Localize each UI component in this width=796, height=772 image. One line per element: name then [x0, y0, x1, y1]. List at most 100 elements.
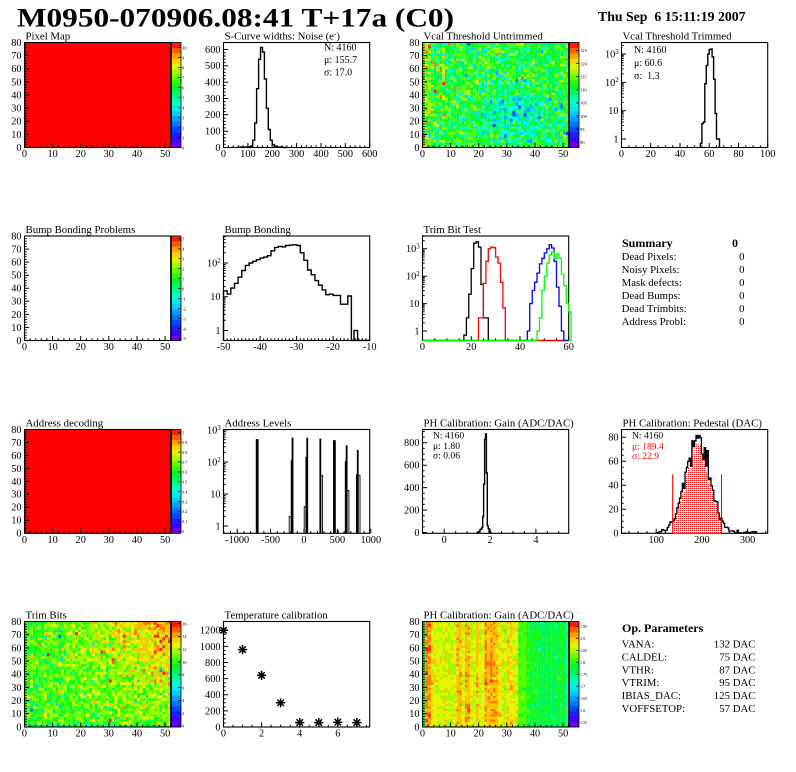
svg-text:40: 40 [409, 90, 419, 101]
svg-text:PH Calibration: Gain (ADC/DAC): PH Calibration: Gain (ADC/DAC) [424, 418, 575, 430]
svg-text:4: 4 [533, 535, 538, 546]
svg-text:4: 4 [182, 698, 185, 703]
svg-text:100: 100 [240, 149, 255, 160]
svg-text:87 DAC: 87 DAC [719, 664, 755, 676]
svg-text:57 DAC: 57 DAC [719, 703, 755, 715]
svg-text:100: 100 [760, 149, 775, 160]
svg-text:0: 0 [221, 729, 226, 740]
svg-text:80: 80 [11, 425, 21, 436]
svg-text:10: 10 [47, 535, 57, 546]
svg-text:50: 50 [11, 657, 21, 668]
svg-text:10: 10 [445, 149, 455, 160]
svg-text:60: 60 [704, 149, 714, 160]
svg-text:12: 12 [182, 647, 187, 652]
svg-text:30: 30 [11, 683, 21, 694]
svg-text:Trim Bit Test: Trim Bit Test [424, 224, 481, 236]
svg-text:70: 70 [11, 245, 21, 256]
svg-text:Dead Trimbits:: Dead Trimbits: [622, 303, 687, 315]
svg-text:Address decoding: Address decoding [26, 418, 104, 430]
svg-text:40: 40 [515, 342, 525, 353]
svg-text:Vcal Threshold Untrimmed: Vcal Threshold Untrimmed [424, 31, 544, 43]
svg-text:0: 0 [16, 722, 21, 733]
svg-text:6: 6 [335, 729, 340, 740]
svg-text:0: 0 [420, 729, 425, 740]
svg-text:1.65: 1.65 [580, 696, 587, 701]
svg-text:200: 200 [264, 149, 279, 160]
svg-text:10: 10 [445, 729, 455, 740]
svg-text:400: 400 [205, 78, 220, 89]
svg-text:10: 10 [47, 149, 57, 160]
svg-text:Vcal Threshold Trimmed: Vcal Threshold Trimmed [623, 31, 733, 43]
svg-text:40: 40 [608, 481, 618, 492]
svg-text:125 DAC: 125 DAC [714, 690, 756, 702]
svg-text:1: 1 [414, 326, 419, 337]
svg-text:Mask defects:: Mask defects: [622, 277, 682, 289]
svg-text:5: 5 [182, 237, 185, 242]
svg-text:200: 200 [205, 110, 220, 121]
svg-text:0: 0 [22, 535, 27, 546]
svg-text:60: 60 [608, 457, 618, 468]
svg-text:10: 10 [11, 323, 21, 334]
svg-text:100: 100 [205, 127, 220, 138]
svg-text:Summary: Summary [622, 236, 673, 250]
svg-text:60: 60 [409, 643, 419, 654]
svg-text:0.7: 0.7 [182, 460, 187, 465]
svg-text:500: 500 [338, 149, 353, 160]
svg-text:80: 80 [733, 149, 743, 160]
svg-text:0.5: 0.5 [182, 480, 187, 485]
svg-text:2: 2 [488, 535, 493, 546]
svg-text:0: 0 [221, 149, 226, 160]
svg-text:30: 30 [104, 342, 114, 353]
svg-text:0: 0 [16, 336, 21, 347]
svg-text:800: 800 [205, 658, 220, 669]
svg-text:0.9: 0.9 [182, 440, 187, 445]
svg-text:95: 95 [580, 127, 585, 132]
svg-text:VTRIM:: VTRIM: [622, 677, 660, 689]
svg-text:1: 1 [182, 430, 184, 435]
svg-text:80: 80 [409, 38, 419, 49]
svg-text:Dead Bumps:: Dead Bumps: [622, 290, 681, 302]
svg-text:7: 7 [182, 75, 185, 80]
svg-text:20: 20 [11, 310, 21, 321]
svg-text:2: 2 [259, 729, 264, 740]
svg-text:-5: -5 [182, 336, 187, 341]
svg-text:10: 10 [47, 729, 57, 740]
svg-text:0: 0 [414, 143, 419, 154]
svg-text:400: 400 [404, 483, 419, 494]
svg-text:1.8: 1.8 [580, 660, 585, 665]
svg-text:Dead Pixels:: Dead Pixels: [622, 251, 677, 263]
svg-text:60: 60 [11, 643, 21, 654]
svg-text:40: 40 [132, 535, 142, 546]
svg-text:0: 0 [22, 729, 27, 740]
svg-text:50: 50 [11, 464, 21, 475]
svg-text:3: 3 [182, 115, 185, 120]
svg-text:90: 90 [580, 140, 585, 145]
svg-text:30: 30 [502, 149, 512, 160]
svg-text:1: 1 [182, 135, 185, 140]
svg-text:-2: -2 [182, 306, 187, 311]
svg-text:115: 115 [580, 74, 587, 79]
svg-text:1.95: 1.95 [580, 624, 587, 629]
svg-text:30: 30 [104, 535, 114, 546]
svg-text:30: 30 [502, 729, 512, 740]
svg-text:80: 80 [11, 231, 21, 242]
svg-text:0.6: 0.6 [182, 470, 187, 475]
svg-text:40: 40 [11, 284, 21, 295]
svg-text:16: 16 [182, 621, 187, 626]
svg-text:Noisy Pixels:: Noisy Pixels: [622, 264, 680, 276]
svg-text:60: 60 [564, 342, 574, 353]
svg-text:μ: 60.6: μ: 60.6 [634, 58, 662, 69]
svg-text:CALDEL:: CALDEL: [622, 651, 668, 663]
svg-text:1: 1 [613, 134, 618, 145]
svg-text:20: 20 [409, 696, 419, 707]
svg-text:80: 80 [608, 433, 618, 444]
svg-text:Address Probl:: Address Probl: [622, 316, 686, 328]
svg-text:0: 0 [739, 316, 744, 328]
svg-text:6: 6 [182, 85, 185, 90]
svg-text:1.85: 1.85 [580, 648, 587, 653]
svg-text:-10: -10 [363, 342, 377, 353]
svg-text:800: 800 [404, 438, 419, 449]
svg-text:0.2: 0.2 [182, 509, 187, 514]
svg-text:10: 10 [47, 342, 57, 353]
svg-text:20: 20 [76, 535, 86, 546]
